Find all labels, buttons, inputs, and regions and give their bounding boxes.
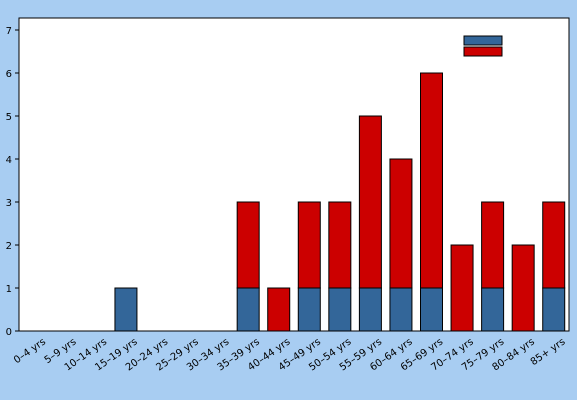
bar-series2 xyxy=(328,201,352,289)
bar-series1 xyxy=(328,287,352,332)
y-tick-label: 7 xyxy=(6,26,12,37)
bar-series1 xyxy=(542,287,566,332)
bar-series2 xyxy=(420,72,443,289)
bars xyxy=(114,72,566,332)
bar-series2 xyxy=(358,115,382,289)
legend-swatch-series1 xyxy=(463,35,503,46)
legend xyxy=(463,35,503,57)
bar-series2 xyxy=(389,158,413,289)
bar-series1 xyxy=(358,287,382,332)
bar-series1 xyxy=(481,287,505,332)
bar-series1 xyxy=(420,287,443,332)
bar-series2 xyxy=(297,201,321,289)
bar-series2 xyxy=(481,201,505,289)
y-tick-label: 1 xyxy=(6,284,12,295)
bar-series1 xyxy=(297,287,321,332)
plot-area xyxy=(18,17,570,332)
bar-series2 xyxy=(267,287,291,332)
y-tick-label: 4 xyxy=(6,155,12,166)
y-tick-label: 0 xyxy=(6,327,12,338)
y-tick-label: 5 xyxy=(6,112,12,123)
legend-swatch-series2 xyxy=(463,46,503,57)
bar-series1 xyxy=(114,287,138,332)
y-tick-label: 6 xyxy=(6,69,12,80)
bar-series1 xyxy=(236,287,260,332)
y-tick-label: 3 xyxy=(6,198,12,209)
bar-series2 xyxy=(542,201,566,289)
bar-series2 xyxy=(236,201,260,289)
bar-series2 xyxy=(511,244,535,332)
y-tick-label: 2 xyxy=(6,241,12,252)
y-axis: 0 1 2 3 4 5 6 7 xyxy=(6,26,19,338)
bar-series2 xyxy=(450,244,474,332)
bar-series1 xyxy=(389,287,413,332)
